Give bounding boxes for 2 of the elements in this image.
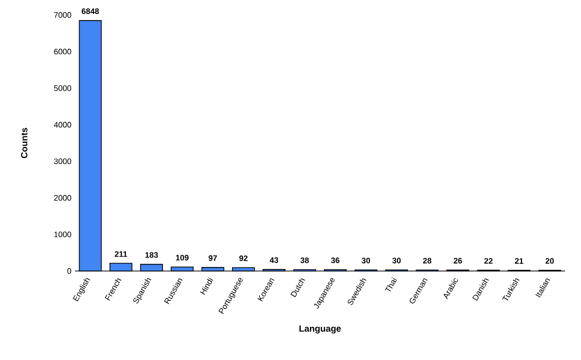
y-axis-title: Counts <box>21 128 28 158</box>
x-axis-title: Language <box>299 325 341 334</box>
